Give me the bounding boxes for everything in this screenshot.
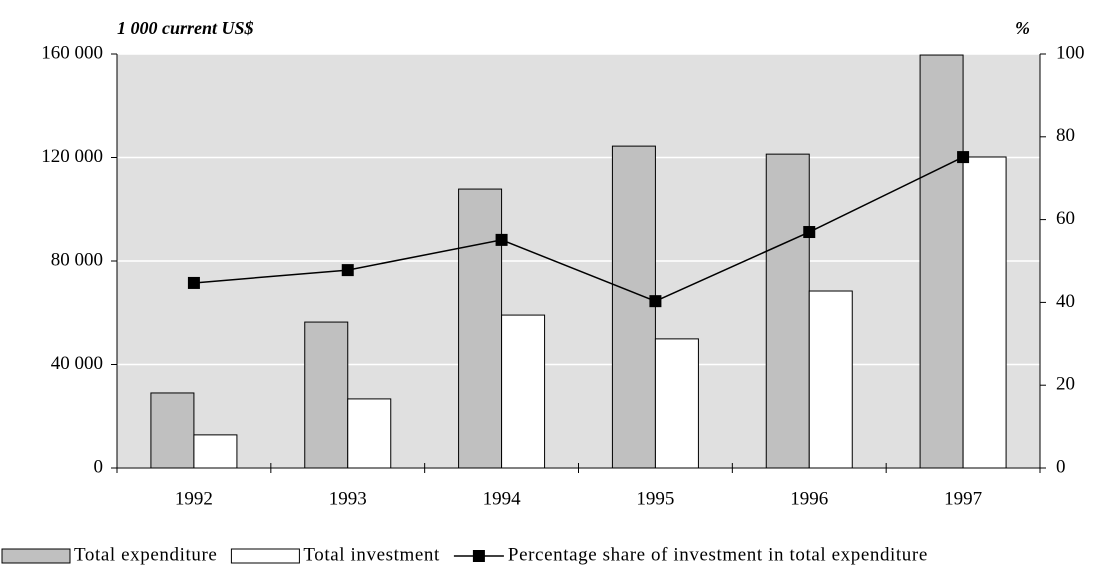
legend-swatch bbox=[1, 548, 71, 564]
bar bbox=[193, 434, 238, 469]
bar bbox=[654, 338, 699, 469]
y2-tick-label: 40 bbox=[1056, 291, 1075, 312]
bar bbox=[808, 290, 853, 469]
y-axis-label: 1 000 current US$ bbox=[117, 18, 254, 38]
marker bbox=[803, 226, 816, 239]
bar bbox=[919, 54, 964, 469]
x-tick-label: 1993 bbox=[329, 488, 367, 509]
legend-marker bbox=[472, 550, 485, 562]
y-tick-label: 80 000 bbox=[51, 249, 103, 270]
marker bbox=[341, 264, 354, 277]
bar bbox=[962, 156, 1007, 469]
bar bbox=[347, 398, 392, 469]
y-tick-label: 40 000 bbox=[51, 353, 103, 374]
marker bbox=[649, 295, 662, 308]
y2-tick-label: 20 bbox=[1056, 374, 1075, 395]
y2-axis-label: % bbox=[1015, 18, 1030, 38]
y-tick-label: 0 bbox=[94, 456, 104, 477]
y2-tick-label: 80 bbox=[1056, 125, 1075, 146]
x-tick-label: 1992 bbox=[175, 488, 213, 509]
marker bbox=[187, 276, 200, 289]
bar bbox=[150, 392, 195, 469]
bar bbox=[765, 153, 810, 469]
legend-label: Total investment bbox=[303, 544, 440, 565]
x-tick-label: 1994 bbox=[483, 488, 522, 509]
x-tick-label: 1995 bbox=[636, 488, 674, 509]
line bbox=[193, 156, 964, 302]
y2-tick-label: 0 bbox=[1056, 456, 1066, 477]
bar bbox=[304, 321, 349, 469]
marker bbox=[495, 233, 508, 246]
bar bbox=[611, 145, 656, 469]
x-tick-label: 1997 bbox=[944, 488, 982, 509]
legend-label: Percentage share of investment in total … bbox=[508, 544, 928, 565]
x-tick-label: 1996 bbox=[790, 488, 828, 509]
legend-label: Total expenditure bbox=[74, 544, 217, 565]
legend-swatch bbox=[230, 548, 300, 564]
y2-tick-label: 60 bbox=[1056, 208, 1075, 229]
bar bbox=[458, 188, 503, 469]
bar bbox=[501, 314, 546, 469]
y2-tick-label: 100 bbox=[1056, 42, 1085, 63]
marker bbox=[957, 151, 970, 164]
y-tick-label: 120 000 bbox=[41, 146, 103, 167]
y-tick-label: 160 000 bbox=[41, 42, 103, 63]
